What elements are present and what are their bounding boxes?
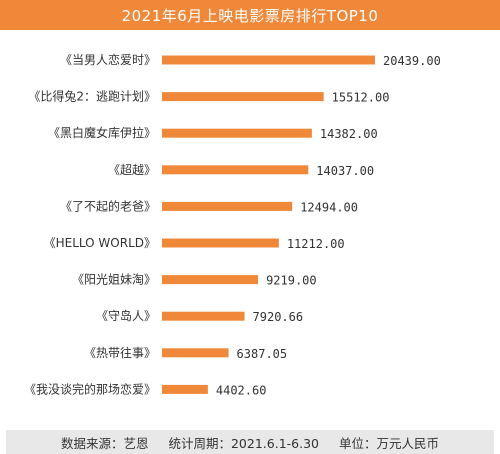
footer: 数据来源：艺恩 统计周期：2021.6.1-6.30 单位：万元人民币 — [6, 430, 494, 454]
bar — [162, 311, 245, 321]
category-label: 《HELLO WORLD》 — [44, 236, 156, 250]
category-label: 《超越》 — [108, 162, 156, 177]
value-label: 12494.00 — [300, 200, 358, 214]
unit-label: 单位：万元人民币 — [339, 435, 440, 451]
value-label: 4402.60 — [216, 383, 267, 397]
category-label: 《了不起的老爸》 — [60, 198, 156, 213]
bar — [162, 55, 375, 65]
category-label: 《我没谈完的那场恋爱》 — [24, 381, 156, 396]
bar — [162, 348, 229, 358]
bar — [162, 384, 208, 394]
value-label: 14382.00 — [320, 127, 378, 141]
bar — [162, 238, 279, 248]
chart-title: 2021年6月上映电影票房排行TOP10 — [0, 0, 500, 30]
category-label: 《阳光姐妹淘》 — [72, 273, 156, 287]
bar — [162, 201, 293, 211]
value-label: 9219.00 — [266, 274, 317, 288]
category-label: 《当男人恋爱时》 — [60, 52, 156, 67]
bar — [162, 128, 312, 138]
category-label: 《黑白魔女库伊拉》 — [48, 125, 156, 140]
value-label: 15512.00 — [332, 91, 390, 105]
bar — [162, 275, 259, 285]
value-label: 14037.00 — [316, 164, 374, 178]
value-label: 11212.00 — [287, 237, 345, 251]
category-label: 《守岛人》 — [96, 308, 156, 323]
bar-chart: 《当男人恋爱时》 20439.00 《比得兔2：逃跑计划》 15512.00 《黑白魔女… — [24, 52, 441, 397]
value-label: 6387.05 — [237, 347, 288, 361]
value-label: 20439.00 — [383, 54, 441, 68]
data-source: 数据来源：艺恩 — [60, 435, 149, 451]
bar — [162, 92, 324, 102]
category-label: 《热带往事》 — [84, 345, 156, 360]
category-label: 《比得兔2：逃跑计划》 — [28, 89, 156, 104]
bar — [162, 165, 309, 175]
value-label: 7920.66 — [253, 310, 304, 324]
stat-period: 统计周期：2021.6.1-6.30 — [168, 435, 319, 451]
